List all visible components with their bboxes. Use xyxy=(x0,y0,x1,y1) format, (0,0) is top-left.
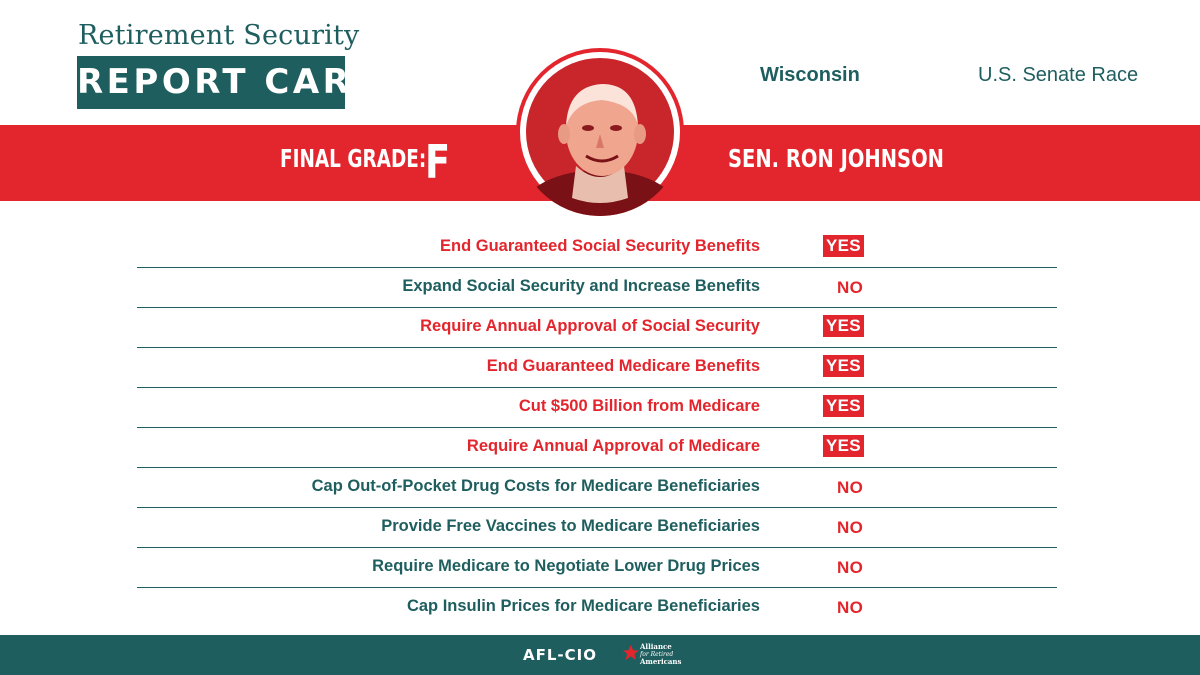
answer-badge: YES xyxy=(823,355,864,377)
report-title: Retirement Security xyxy=(78,20,360,51)
position-row: Require Annual Approval of Medicare YES xyxy=(137,428,1057,468)
answer-badge: YES xyxy=(823,315,864,337)
report-card-heading: REPORT CARD xyxy=(77,56,381,109)
answer-badge: NO xyxy=(837,278,864,297)
positions-list: End Guaranteed Social Security Benefits Y… xyxy=(137,228,1057,628)
answer-badge: NO xyxy=(837,478,864,497)
footer-bar xyxy=(0,635,1200,675)
position-row: End Guaranteed Social Security Benefits Y… xyxy=(137,228,1057,268)
svg-text:Americans: Americans xyxy=(639,657,682,666)
issue-label: End Guaranteed Medicare Benefits xyxy=(486,357,760,375)
afl-cio-logo: AFL-CIO xyxy=(523,646,597,664)
race-label: U.S. Senate Race xyxy=(978,64,1139,86)
issue-label: Require Annual Approval of Medicare xyxy=(466,437,760,455)
state-label: Wisconsin xyxy=(760,64,860,86)
position-row: End Guaranteed Medicare Benefits YES xyxy=(137,348,1057,388)
position-row: Cap Out-of-Pocket Drug Costs for Medicar… xyxy=(137,468,1057,508)
answer-badge: YES xyxy=(823,235,864,257)
answer-badge: YES xyxy=(823,395,864,417)
position-row: Require Medicare to Negotiate Lower Drug… xyxy=(137,548,1057,588)
final-grade-value: F xyxy=(425,135,451,189)
svg-text:for Retired: for Retired xyxy=(639,651,673,658)
portrait-image xyxy=(520,52,680,216)
issue-label: Cut $500 Billion from Medicare xyxy=(518,397,760,415)
position-row: Require Annual Approval of Social Securi… xyxy=(137,308,1057,348)
issue-label: Cap Out-of-Pocket Drug Costs for Medicar… xyxy=(311,477,760,495)
issue-label: End Guaranteed Social Security Benefits xyxy=(439,237,760,255)
issue-label: Require Medicare to Negotiate Lower Drug… xyxy=(372,557,760,575)
position-row: Cap Insulin Prices for Medicare Benefici… xyxy=(137,588,1057,628)
candidate-name: SEN. RON JOHNSON xyxy=(728,144,944,173)
final-grade-label: FINAL GRADE: xyxy=(280,144,427,173)
issue-label: Provide Free Vaccines to Medicare Benefi… xyxy=(381,517,760,535)
position-row: Expand Social Security and Increase Bene… xyxy=(137,268,1057,308)
svg-text:Alliance: Alliance xyxy=(639,642,672,651)
answer-badge: NO xyxy=(837,598,864,617)
alliance-logo: Alliance for Retired Americans xyxy=(622,640,684,670)
issue-label: Expand Social Security and Increase Bene… xyxy=(402,277,760,295)
issue-label: Require Annual Approval of Social Securi… xyxy=(420,317,760,335)
position-row: Provide Free Vaccines to Medicare Benefi… xyxy=(137,508,1057,548)
issue-label: Cap Insulin Prices for Medicare Benefici… xyxy=(406,597,760,615)
candidate-portrait xyxy=(516,48,684,216)
answer-badge: NO xyxy=(837,558,864,577)
answer-badge: NO xyxy=(837,518,864,537)
position-row: Cut $500 Billion from Medicare YES xyxy=(137,388,1057,428)
answer-badge: YES xyxy=(823,435,864,457)
